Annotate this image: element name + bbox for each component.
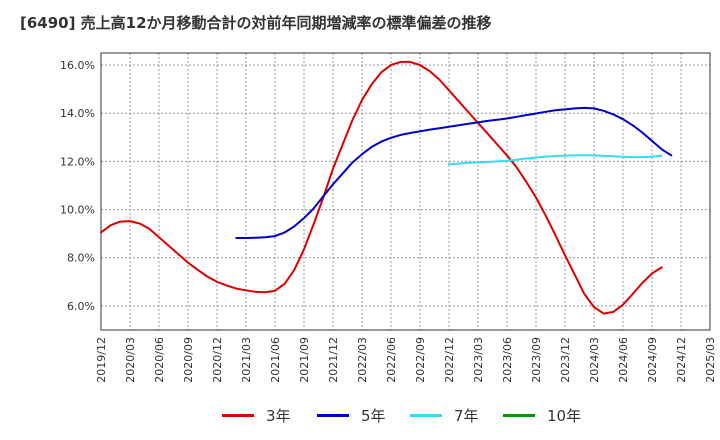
x-tick-label: 2024/12 bbox=[675, 337, 688, 383]
chart-area: 2019/12 2020/03 2020/06 2020/09 2020/12 2021/… bbox=[60, 52, 717, 383]
x-tick-label: 2021/06 bbox=[269, 337, 282, 383]
y-tick-label: 10.0% bbox=[60, 204, 95, 217]
x-tick-label: 2024/06 bbox=[617, 337, 630, 383]
y-tick-label: 16.0% bbox=[60, 59, 95, 72]
legend-swatch bbox=[503, 413, 535, 417]
legend-swatch bbox=[410, 413, 442, 417]
y-tick-label: 8.0% bbox=[67, 252, 95, 265]
x-tick-label: 2021/09 bbox=[298, 337, 311, 383]
legend-label: 7年 bbox=[454, 406, 479, 425]
legend-item: 7年 bbox=[410, 404, 479, 426]
y-tick-label: 12.0% bbox=[60, 155, 95, 168]
legend: 3年 5年 7年 10年 bbox=[0, 404, 720, 428]
x-tick-label: 2020/09 bbox=[182, 337, 195, 383]
legend-item: 10年 bbox=[503, 404, 581, 426]
x-tick-label: 2022/09 bbox=[414, 337, 427, 383]
x-tick-label: 2019/12 bbox=[95, 337, 108, 383]
legend-item: 3年 bbox=[222, 404, 291, 426]
legend-label: 5年 bbox=[361, 406, 386, 425]
x-tick-label: 2022/06 bbox=[385, 337, 398, 383]
x-tick-label: 2022/03 bbox=[356, 337, 369, 383]
y-tick-label: 14.0% bbox=[60, 107, 95, 120]
x-tick-label: 2021/03 bbox=[240, 337, 253, 383]
legend-swatch bbox=[317, 413, 349, 417]
x-tick-label: 2024/09 bbox=[646, 337, 659, 383]
series-line-5年 bbox=[235, 106, 673, 239]
legend-swatch bbox=[222, 413, 254, 417]
y-tick-label: 6.0% bbox=[67, 300, 95, 313]
x-tick-label: 2023/03 bbox=[472, 337, 485, 383]
chart-title: [6490] 売上高12か月移動合計の対前年同期増減率の標準偏差の推移 bbox=[20, 14, 492, 32]
x-tick-label: 2020/12 bbox=[211, 337, 224, 383]
x-tick-label: 2024/03 bbox=[588, 337, 601, 383]
x-tick-label: 2025/03 bbox=[704, 337, 717, 383]
x-tick-label: 2020/06 bbox=[153, 337, 166, 383]
x-tick-label: 2022/12 bbox=[443, 337, 456, 383]
x-tick-label: 2023/09 bbox=[530, 337, 543, 383]
series-line-3年 bbox=[100, 60, 663, 315]
legend-label: 3年 bbox=[266, 406, 291, 425]
legend-item: 5年 bbox=[317, 404, 386, 426]
plot-frame bbox=[100, 52, 711, 331]
legend-label: 10年 bbox=[547, 406, 582, 425]
x-tick-label: 2020/03 bbox=[124, 337, 137, 383]
x-tick-label: 2023/06 bbox=[501, 337, 514, 383]
series-line-7年 bbox=[448, 154, 663, 166]
x-tick-label: 2023/12 bbox=[559, 337, 572, 383]
x-tick-label: 2021/12 bbox=[327, 337, 340, 383]
